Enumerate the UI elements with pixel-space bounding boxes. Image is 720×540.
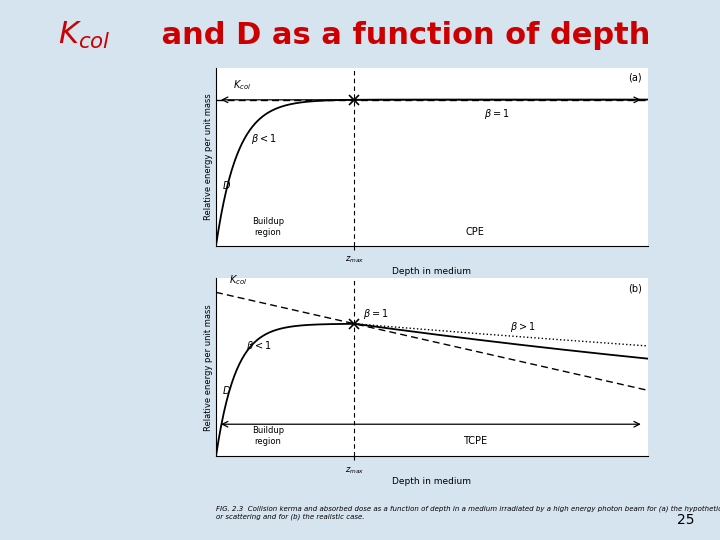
Text: $\beta = 1$: $\beta = 1$: [484, 107, 510, 122]
Text: FIG. 2.3  Collision kerma and absorbed dose as a function of depth in a medium i: FIG. 2.3 Collision kerma and absorbed do…: [216, 505, 720, 520]
Y-axis label: Relative energy per unit mass: Relative energy per unit mass: [204, 304, 213, 430]
Text: $K_{col}$: $K_{col}$: [58, 19, 110, 51]
Text: $\beta = 1$: $\beta = 1$: [363, 307, 388, 321]
Text: CPE: CPE: [466, 227, 485, 237]
X-axis label: Depth in medium: Depth in medium: [392, 267, 472, 275]
Text: $\beta > 1$: $\beta > 1$: [510, 320, 535, 334]
Text: Buildup
region: Buildup region: [252, 218, 284, 237]
Text: (b): (b): [628, 284, 642, 293]
Text: $D$: $D$: [222, 384, 232, 396]
Text: TCPE: TCPE: [463, 436, 487, 446]
Text: $K_{col}$: $K_{col}$: [233, 79, 251, 92]
X-axis label: Depth in medium: Depth in medium: [392, 477, 472, 486]
Text: $K_{col}$: $K_{col}$: [229, 273, 247, 287]
Text: $D$: $D$: [222, 179, 232, 191]
Text: Buildup
region: Buildup region: [252, 426, 284, 445]
Text: $\beta < 1$: $\beta < 1$: [246, 339, 271, 353]
Text: (a): (a): [628, 73, 642, 83]
Text: 25: 25: [678, 512, 695, 526]
Text: and D as a function of depth: and D as a function of depth: [151, 21, 651, 50]
Text: $\beta < 1$: $\beta < 1$: [251, 132, 276, 146]
Y-axis label: Relative energy per unit mass: Relative energy per unit mass: [204, 93, 213, 220]
